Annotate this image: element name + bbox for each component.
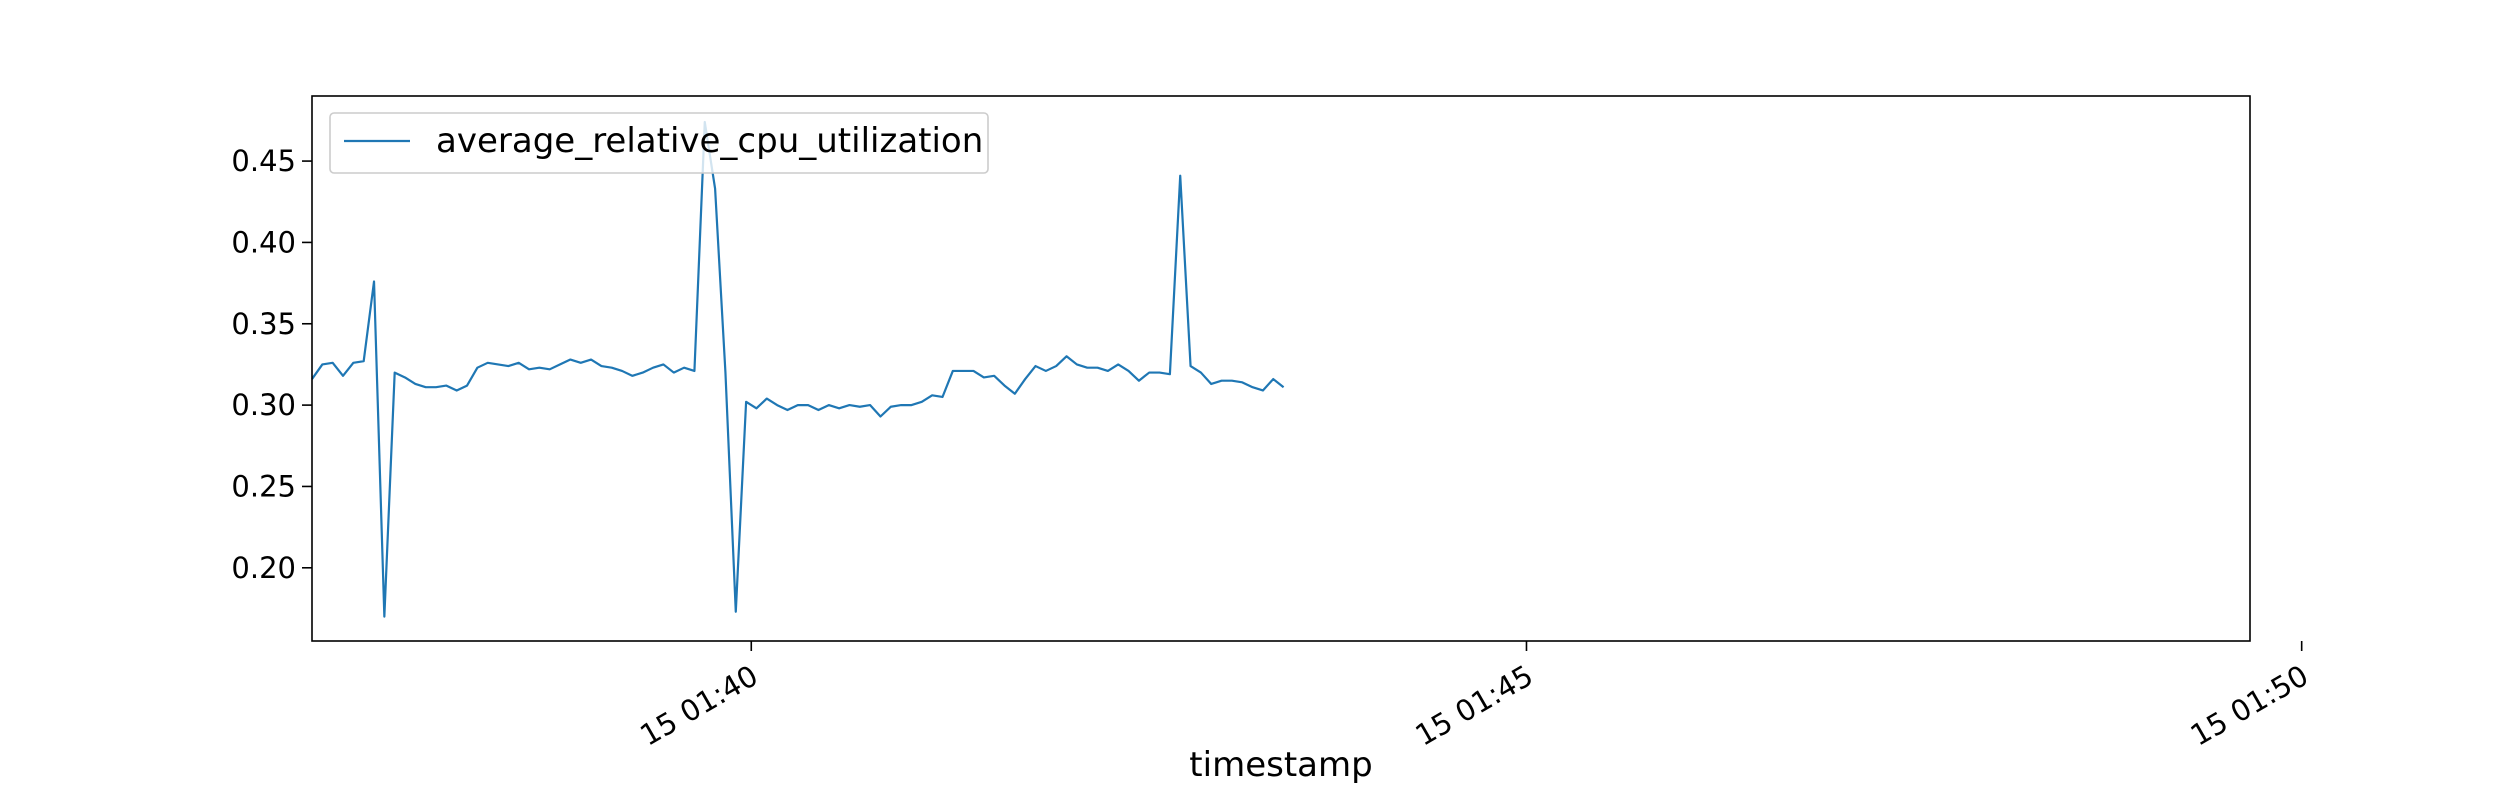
x-tick-label: 15 01:50 [2185, 658, 2314, 752]
y-tick-label: 0.35 [231, 307, 296, 341]
x-tick-label: 15 01:40 [634, 658, 763, 752]
y-tick-label: 0.40 [231, 225, 296, 259]
x-axis: 15 01:40 15 01:45 15 01:50 [634, 641, 2314, 753]
y-tick-label: 0.30 [231, 388, 296, 422]
x-tick-label: 15 01:45 [1409, 658, 1538, 752]
y-axis: 0.20 0.25 0.30 0.35 0.40 0.45 [231, 144, 312, 585]
legend: average_relative_cpu_utilization [329, 112, 989, 174]
x-axis-label: timestamp [1189, 745, 1372, 785]
y-tick-label: 0.20 [231, 551, 296, 585]
y-tick-label: 0.25 [231, 469, 296, 503]
legend-label: average_relative_cpu_utilization [436, 121, 983, 161]
y-tick-label: 0.45 [231, 144, 296, 178]
plot-frame [311, 95, 2251, 642]
series-layer [311, 120, 1285, 618]
series-line-0 [311, 120, 1285, 618]
legend-box [329, 112, 989, 174]
plot-area [312, 96, 2250, 641]
